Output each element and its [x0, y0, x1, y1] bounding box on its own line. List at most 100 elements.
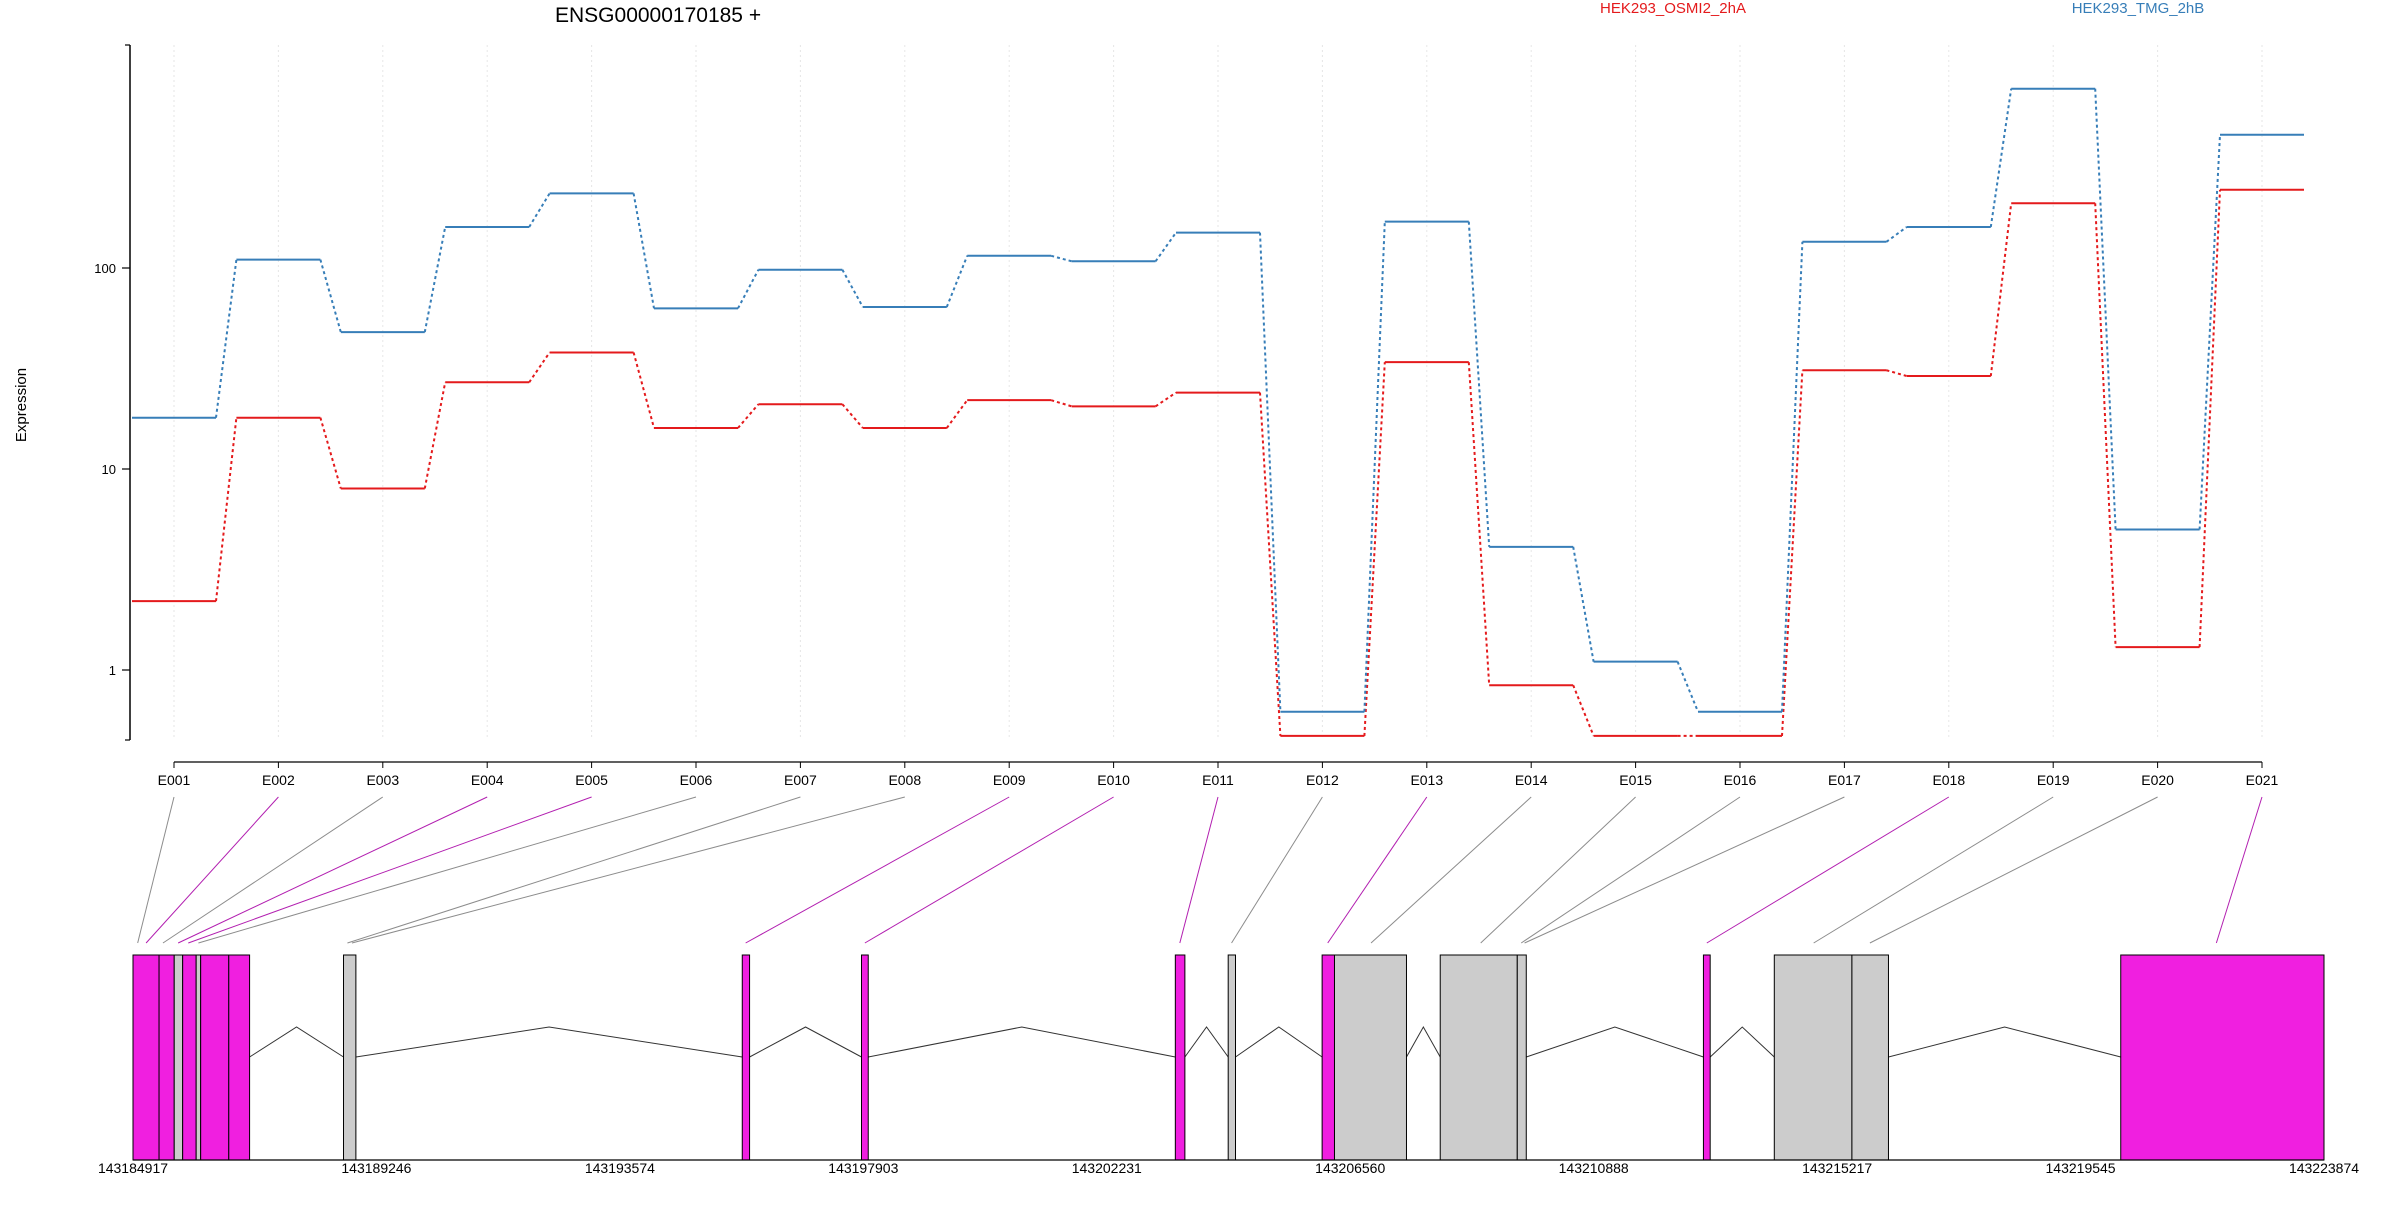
x-tick-label-E019: E019 [2037, 772, 2070, 788]
exon-block-15 [1439, 954, 1518, 1161]
intron-4 [868, 1026, 1176, 1058]
y-tick-label-1: 1 [109, 663, 116, 678]
series-2-connector-20 [2198, 134, 2221, 530]
x-tick-label-E016: E016 [1724, 772, 1757, 788]
x-tick-label-E003: E003 [366, 772, 399, 788]
series-1-connector-8 [945, 399, 969, 429]
intron-1 [249, 1026, 344, 1058]
series-2-connector-15 [1676, 661, 1699, 713]
exon-block-18 [1773, 954, 1853, 1161]
bin-link-E002 [145, 796, 279, 944]
series-1-connector-9 [1050, 399, 1072, 408]
exon-block-11 [1174, 954, 1186, 1161]
series-2-connector-9 [1050, 254, 1072, 263]
exon-block-17 [1702, 954, 1711, 1161]
series-1-connector-2 [319, 417, 342, 489]
series-1-connector-7 [841, 403, 864, 429]
exon-block-20 [2120, 954, 2325, 1161]
bin-link-E018 [1706, 796, 1950, 944]
coordinate-label-143184917: 143184917 [98, 1160, 168, 1176]
series-2-connector-10 [1154, 232, 1177, 262]
bin-link-E014 [1370, 796, 1532, 944]
bin-link-E005 [188, 796, 592, 944]
bin-link-E006 [198, 796, 697, 944]
series-1-connector-19 [2094, 203, 2117, 648]
series-2-connector-14 [1572, 546, 1595, 662]
x-axis: E001 E002 E003 E004 E005 E006 E007 E008 E009 E010… [158, 761, 2279, 788]
bin-link-E011 [1179, 796, 1219, 944]
intron-8 [1526, 1026, 1704, 1058]
bin-link-E009 [745, 796, 1010, 944]
intron-3 [749, 1026, 862, 1058]
grid-lines [173, 45, 2263, 740]
x-tick-label-E011: E011 [1202, 772, 1234, 788]
series-2-connector-1 [215, 259, 238, 418]
intron-9 [1709, 1026, 1775, 1058]
coordinate-label-143210888: 143210888 [1559, 1160, 1629, 1176]
series-1-connector-4 [528, 351, 551, 383]
x-tick-label-E013: E013 [1410, 772, 1443, 788]
x-tick-label-E007: E007 [784, 772, 817, 788]
exon-block-12 [1227, 954, 1237, 1161]
exon-block-5 [195, 954, 202, 1161]
coordinate-label-143193574: 143193574 [585, 1160, 655, 1176]
coordinate-label-143219545: 143219545 [2046, 1160, 2116, 1176]
series-1-connector-13 [1467, 362, 1491, 686]
series-2-connector-19 [2094, 88, 2117, 530]
series-1-connector-14 [1572, 684, 1595, 737]
series-2-connector-18 [1989, 88, 2013, 228]
intron-6 [1235, 1026, 1323, 1058]
coordinate-label-143206560: 143206560 [1315, 1160, 1385, 1176]
gene-model [132, 954, 2325, 1161]
exon-block-14 [1333, 954, 1407, 1161]
intron-10 [1888, 1026, 2121, 1058]
intron-2 [355, 1026, 743, 1058]
exon-block-10 [860, 954, 869, 1161]
series-1 [132, 188, 2304, 737]
x-tick-label-E002: E002 [262, 772, 295, 788]
x-tick-label-E009: E009 [993, 772, 1026, 788]
bin-link-E001 [137, 796, 175, 944]
bin-link-E015 [1480, 796, 1636, 944]
y-tick-label-10: 10 [102, 462, 116, 477]
series-1-connector-11 [1259, 392, 1282, 736]
x-tick-label-E018: E018 [1932, 772, 1965, 788]
series-1-connector-3 [423, 382, 447, 489]
series-1-connector-6 [737, 403, 760, 429]
exon-block-9 [741, 954, 751, 1161]
x-tick-label-E001: E001 [158, 772, 191, 788]
exon-block-6 [200, 954, 230, 1161]
bin-link-E010 [864, 796, 1114, 944]
series-1-connector-5 [632, 352, 655, 429]
x-tick-label-E017: E017 [1828, 772, 1861, 788]
coordinate-label-143197903: 143197903 [828, 1160, 898, 1176]
x-tick-label-E008: E008 [888, 772, 921, 788]
coordinate-label-143202231: 143202231 [1072, 1160, 1142, 1176]
series-2-connector-4 [528, 192, 551, 228]
y-axis-label: Expression [13, 368, 30, 442]
exon-block-13 [1321, 954, 1335, 1161]
bin-link-E016 [1520, 796, 1741, 944]
series-2 [132, 87, 2304, 713]
bin-link-E020 [1869, 796, 2158, 944]
exon-block-1 [132, 954, 160, 1161]
x-tick-label-E010: E010 [1097, 772, 1130, 788]
series-2-connector-2 [319, 259, 342, 333]
x-tick-label-E012: E012 [1306, 772, 1339, 788]
coordinate-label-143215217: 143215217 [1802, 1160, 1872, 1176]
series-1-connector-1 [215, 417, 238, 602]
series-2-connector-13 [1467, 221, 1491, 547]
bin-link-E021 [2215, 796, 2263, 944]
bin-link-E017 [1524, 796, 1845, 944]
bin-link-E019 [1813, 796, 2054, 944]
bin-link-E012 [1231, 796, 1323, 944]
series-2-connector-7 [841, 269, 864, 308]
coordinate-label-143189246: 143189246 [341, 1160, 411, 1176]
legend-entry-series-2: HEK293_TMG_2hB [2072, 0, 2205, 17]
coordinate-label-143223874: 143223874 [2289, 1160, 2359, 1176]
series-2-connector-12 [1363, 221, 1386, 712]
exon-block-19 [1851, 954, 1889, 1161]
series-1-connector-12 [1363, 362, 1386, 736]
